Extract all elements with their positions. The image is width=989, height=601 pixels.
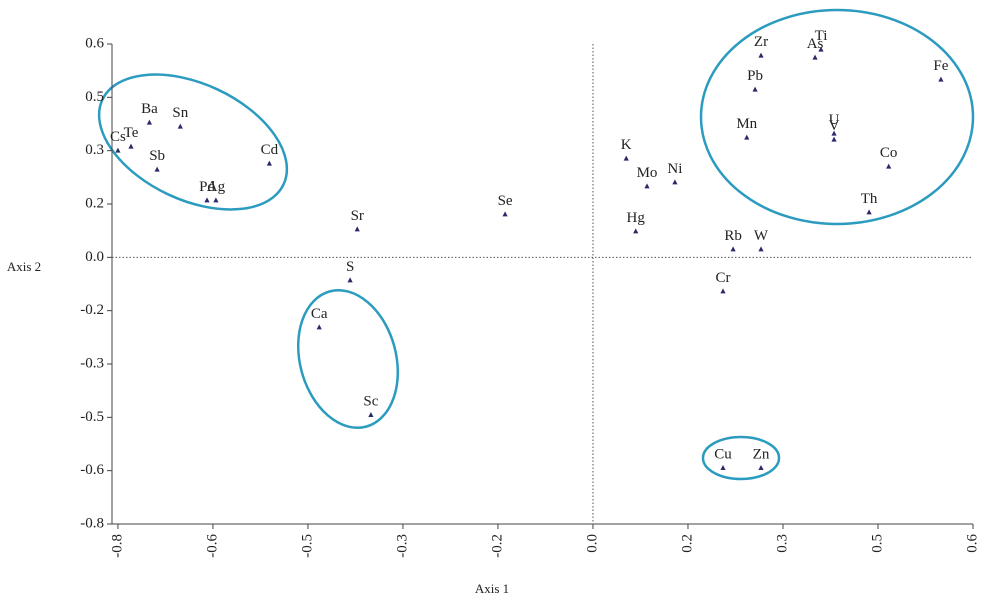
point-label: Ba [141, 101, 158, 117]
point-label: U [829, 112, 840, 128]
point-label: Se [498, 193, 513, 209]
point-label: Zr [754, 34, 768, 50]
point [758, 465, 764, 470]
y-tick-label: -0.3 [80, 355, 104, 371]
x-tick-label: 0.5 [869, 534, 885, 553]
y-tick-label: 0.0 [85, 249, 104, 265]
point-label: Ni [667, 161, 682, 177]
point-label: Hg [627, 210, 646, 226]
cluster-ellipse [97, 73, 289, 211]
point-label: Mn [736, 116, 757, 132]
point [623, 155, 629, 161]
point-label: Sr [351, 208, 364, 224]
point-label: Ti [815, 28, 828, 44]
point-label: Rb [724, 228, 742, 244]
point [368, 412, 374, 417]
point-label: Sb [149, 148, 165, 164]
point [177, 123, 183, 129]
point [812, 54, 818, 60]
point-label: Mo [637, 165, 658, 181]
point [831, 130, 837, 136]
x-tick-label: 0.2 [679, 534, 695, 553]
point-label: Ag [207, 179, 226, 195]
x-tick-label: -0.2 [489, 534, 505, 558]
point [347, 277, 353, 283]
x-tick-label: 0.6 [964, 534, 980, 553]
y-tick-label: -0.8 [80, 515, 104, 531]
point-label: As [807, 36, 824, 52]
cluster-ellipse [296, 289, 400, 429]
point [154, 166, 160, 172]
point [938, 76, 944, 82]
point [744, 134, 750, 140]
x-axis-title: Axis 1 [475, 581, 509, 596]
point-label: Sc [363, 393, 378, 409]
point [672, 179, 678, 185]
x-tick-label: -0.8 [109, 534, 125, 558]
y-tick-label: 0.3 [85, 142, 104, 158]
point [730, 246, 736, 252]
point-label: Cr [716, 270, 731, 286]
point-label: Cd [261, 142, 279, 158]
point-label: Ca [311, 306, 328, 322]
point [644, 183, 650, 189]
x-tick-label: 0.3 [774, 534, 790, 553]
y-tick-label: 0.2 [85, 195, 104, 211]
point-label: Sn [172, 105, 188, 121]
y-tick-label: 0.6 [85, 35, 104, 51]
point [720, 465, 726, 470]
point-label: W [754, 228, 769, 244]
point-label: Zn [753, 446, 770, 462]
point-label: V [829, 118, 840, 134]
y-tick-label: -0.2 [80, 302, 104, 318]
point-label: Cs [110, 129, 126, 145]
point-label: K [621, 137, 632, 153]
point [831, 136, 837, 142]
point [886, 163, 892, 169]
point [115, 147, 121, 153]
point [758, 52, 764, 58]
point [720, 288, 726, 294]
point-label: Te [124, 125, 139, 141]
point-label: Pd [199, 179, 215, 195]
point [213, 197, 219, 203]
x-tick-label: -0.5 [299, 534, 315, 558]
point-label: S [346, 259, 354, 275]
point-label: Co [880, 145, 898, 161]
point [266, 160, 272, 166]
cluster-ellipse [699, 8, 975, 226]
x-tick-label: -0.3 [394, 534, 410, 558]
y-axis-title: Axis 2 [7, 259, 41, 274]
point-label: Pb [747, 68, 763, 84]
point [633, 228, 639, 234]
point [146, 119, 153, 125]
point-label: Cu [714, 446, 732, 462]
point [128, 143, 134, 149]
cluster-ellipse [701, 435, 781, 481]
y-tick-label: -0.5 [80, 409, 104, 425]
point [818, 46, 824, 52]
x-tick-label: 0.0 [584, 534, 600, 553]
point [758, 246, 764, 252]
point [752, 86, 758, 92]
y-tick-label: 0.5 [85, 89, 104, 105]
point [866, 209, 872, 215]
point [502, 211, 508, 217]
point-label: Th [861, 191, 878, 207]
point [316, 324, 322, 330]
x-tick-label: -0.6 [204, 534, 220, 558]
y-tick-label: -0.6 [80, 462, 104, 478]
point-label: Fe [933, 58, 948, 74]
point [204, 197, 210, 203]
point [354, 226, 360, 232]
